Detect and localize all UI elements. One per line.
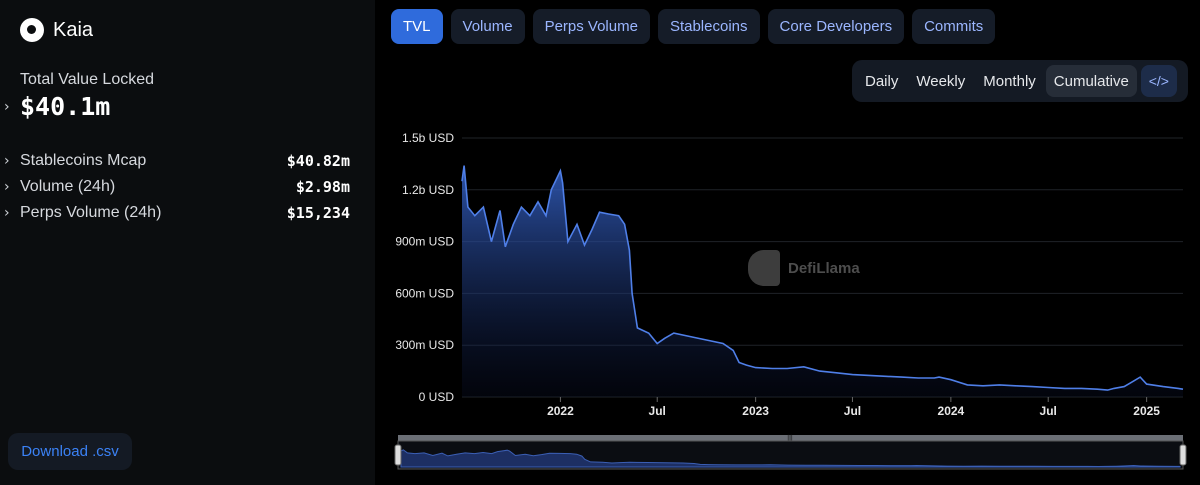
brush-right-handle[interactable]: [1179, 444, 1187, 466]
tab-tvl[interactable]: TVL: [391, 9, 443, 44]
period-cumulative[interactable]: Cumulative: [1045, 65, 1137, 97]
chevron-right-icon: ›: [4, 205, 10, 221]
x-tick-label: Jul: [649, 404, 666, 418]
tab-perps-volume[interactable]: Perps Volume: [532, 9, 650, 44]
summary-panel: Kaia Total Value Locked › $40.1m › Stabl…: [0, 0, 375, 485]
tvl-value: $40.1m: [20, 92, 111, 121]
period-weekly[interactable]: Weekly: [916, 72, 966, 90]
tvl-area: [462, 165, 1183, 397]
stat-perps-volume-24h[interactable]: › Perps Volume (24h) $15,234: [4, 202, 350, 224]
x-tick-label: 2025: [1133, 404, 1160, 418]
period-monthly[interactable]: Monthly: [983, 72, 1036, 90]
range-brush[interactable]: |||: [394, 435, 1187, 470]
period-selector: Daily Weekly Monthly Cumulative </>: [852, 60, 1188, 102]
brush-grip-icon[interactable]: |||: [787, 435, 793, 442]
protocol-header: Kaia: [20, 18, 93, 42]
stat-label: Stablecoins Mcap: [20, 152, 147, 169]
tab-volume[interactable]: Volume: [450, 9, 525, 44]
x-tick-label: Jul: [1040, 404, 1057, 418]
chevron-right-icon: ›: [4, 153, 10, 169]
embed-code-icon[interactable]: </>: [1140, 65, 1177, 97]
tvl-chart[interactable]: 1.5b USD 1.2b USD 900m USD 600m USD 300m USD…: [375, 120, 1200, 485]
y-tick-label: 1.2b USD: [402, 183, 454, 197]
stat-label: Perps Volume (24h): [20, 204, 162, 221]
stat-stablecoins-mcap[interactable]: › Stablecoins Mcap $40.82m: [4, 150, 350, 172]
y-axis: 1.5b USD 1.2b USD 900m USD 600m USD 300m USD…: [395, 131, 454, 404]
brush-track[interactable]: [398, 435, 1183, 441]
tab-commits[interactable]: Commits: [912, 9, 996, 44]
y-tick-label: 300m USD: [395, 338, 454, 352]
y-tick-label: 900m USD: [395, 235, 454, 249]
protocol-name: Kaia: [53, 18, 94, 41]
x-axis: 2022 Jul 2023 Jul 2024 Jul 2025: [547, 397, 1160, 418]
brush-left-handle[interactable]: [394, 444, 402, 466]
chevron-right-icon: ›: [4, 179, 10, 195]
x-tick-label: 2024: [938, 404, 965, 418]
tvl-line: [461, 165, 1184, 391]
period-daily[interactable]: Daily: [865, 72, 899, 90]
stat-value: $2.98m: [295, 178, 350, 196]
metric-tabs: TVL Volume Perps Volume Stablecoins Core…: [391, 9, 996, 44]
brush-preview-area: [400, 449, 1181, 468]
y-tick-label: 1.5b USD: [402, 131, 454, 145]
y-tick-label: 0 USD: [419, 390, 455, 404]
tab-core-developers[interactable]: Core Developers: [767, 9, 905, 44]
x-tick-label: 2022: [547, 404, 574, 418]
x-tick-label: Jul: [844, 404, 861, 418]
x-tick-label: 2023: [742, 404, 769, 418]
llama-logo-icon: [748, 250, 780, 286]
stat-value: $40.82m: [286, 152, 350, 170]
tvl-label: Total Value Locked: [20, 71, 155, 88]
y-tick-label: 600m USD: [395, 286, 454, 300]
stat-value: $15,234: [286, 204, 350, 222]
defillama-watermark: DefiLlama: [748, 250, 860, 286]
tab-stablecoins[interactable]: Stablecoins: [657, 9, 760, 44]
chevron-right-icon: ›: [4, 98, 10, 115]
download-csv-button[interactable]: Download .csv: [8, 433, 132, 470]
tvl-toggle[interactable]: › $40.1m: [4, 92, 110, 121]
stat-volume-24h[interactable]: › Volume (24h) $2.98m: [4, 176, 350, 198]
watermark-text: DefiLlama: [788, 259, 860, 277]
stat-label: Volume (24h): [20, 178, 116, 195]
kaia-logo-icon: [20, 18, 44, 42]
